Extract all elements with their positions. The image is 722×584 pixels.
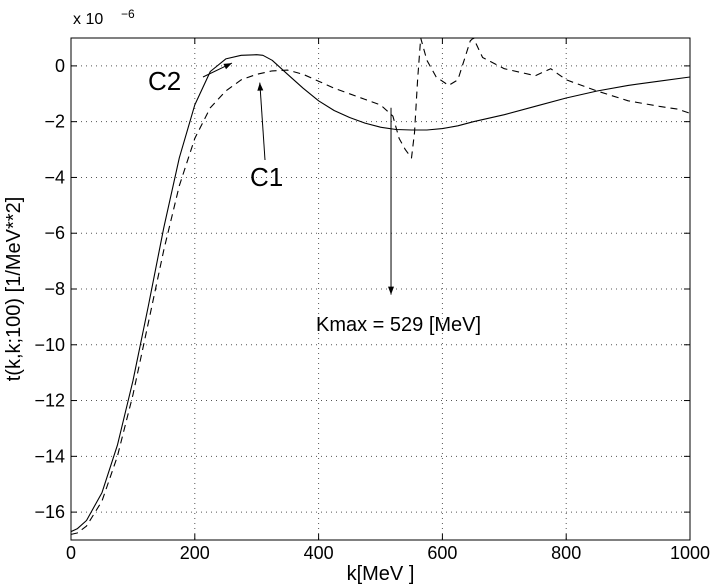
annotation-c2: C2 (148, 66, 181, 96)
y-exponent-label: x 10 (73, 11, 103, 28)
x-tick-label: 0 (66, 543, 76, 563)
x-tick-label: 400 (304, 543, 334, 563)
plot-frame (70, 37, 691, 541)
grid (71, 38, 690, 540)
y-tick-label: −4 (44, 167, 65, 187)
y-axis-label: t(k,k;100) [1/MeV**2] (3, 197, 25, 382)
arrow-kmax-head (388, 286, 395, 295)
y-tick-label: −2 (44, 112, 65, 132)
annotation-c1: C1 (250, 162, 283, 192)
y-tick-label: −6 (44, 223, 65, 243)
series-line-c1 (71, 38, 690, 535)
annotation-kmax: Kmax = 529 [MeV] (316, 314, 481, 336)
x-tick-label: 800 (551, 543, 581, 563)
arrow-c2-head (223, 63, 232, 70)
tick-labels: 0 200 400 600 800 1000 0 −2 −4 −6 −8 −10 −12 −14 −16 (34, 56, 710, 563)
arrow-c1 (259, 82, 266, 161)
arrow-c1-head (257, 82, 264, 91)
x-tick-label: 600 (427, 543, 457, 563)
annotations: C2 C1 Kmax = 529 [MeV] (148, 62, 481, 336)
x-axis-label: k[MeV ] (347, 563, 415, 584)
y-tick-label: 0 (55, 56, 65, 76)
y-tick-label: −14 (34, 446, 65, 466)
x-tick-label: 200 (180, 543, 210, 563)
series-layer (71, 38, 690, 535)
y-exponent-power: −6 (121, 7, 135, 21)
x-tick-label: 1000 (670, 543, 710, 563)
y-tick-label: −10 (34, 335, 65, 355)
y-tick-label: −12 (34, 391, 65, 411)
axis-ticks (70, 38, 691, 540)
y-tick-label: −8 (44, 279, 65, 299)
y-tick-label: −16 (34, 502, 65, 522)
series-line-c2 (71, 54, 690, 533)
